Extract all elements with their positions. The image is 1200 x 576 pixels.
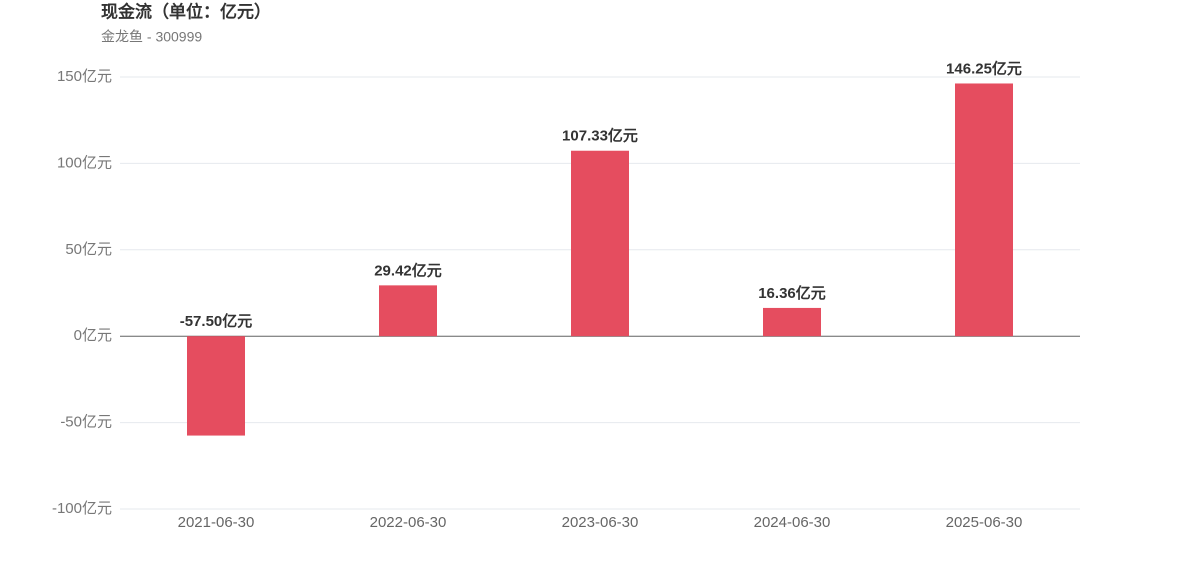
y-tick-label: 0亿元 <box>74 327 112 344</box>
chart-title: 现金流（单位：亿元） <box>101 1 271 21</box>
value-label: 107.33亿元 <box>562 127 638 145</box>
x-tick-label: 2021-06-30 <box>178 514 255 531</box>
x-tick-label: 2023-06-30 <box>562 514 639 531</box>
y-tick-label: 100亿元 <box>57 154 112 171</box>
y-tick-label: 50亿元 <box>65 241 112 258</box>
value-label: 29.42亿元 <box>374 261 442 279</box>
y-tick-label: -100亿元 <box>52 500 112 517</box>
chart-subtitle: 金龙鱼 - 300999 <box>101 29 202 45</box>
y-tick-label: -50亿元 <box>60 414 112 431</box>
x-tick-label: 2024-06-30 <box>754 514 831 531</box>
bar <box>379 285 437 337</box>
x-tick-label: 2022-06-30 <box>370 514 447 531</box>
bar <box>571 150 629 337</box>
x-tick-label: 2025-06-30 <box>946 514 1023 531</box>
bar <box>955 83 1013 337</box>
value-label: 16.36亿元 <box>758 284 826 302</box>
value-label: -57.50亿元 <box>180 312 253 330</box>
bar <box>763 307 821 337</box>
bar <box>187 336 245 436</box>
value-label: 146.25亿元 <box>946 59 1022 77</box>
y-tick-label: 150亿元 <box>57 68 112 85</box>
